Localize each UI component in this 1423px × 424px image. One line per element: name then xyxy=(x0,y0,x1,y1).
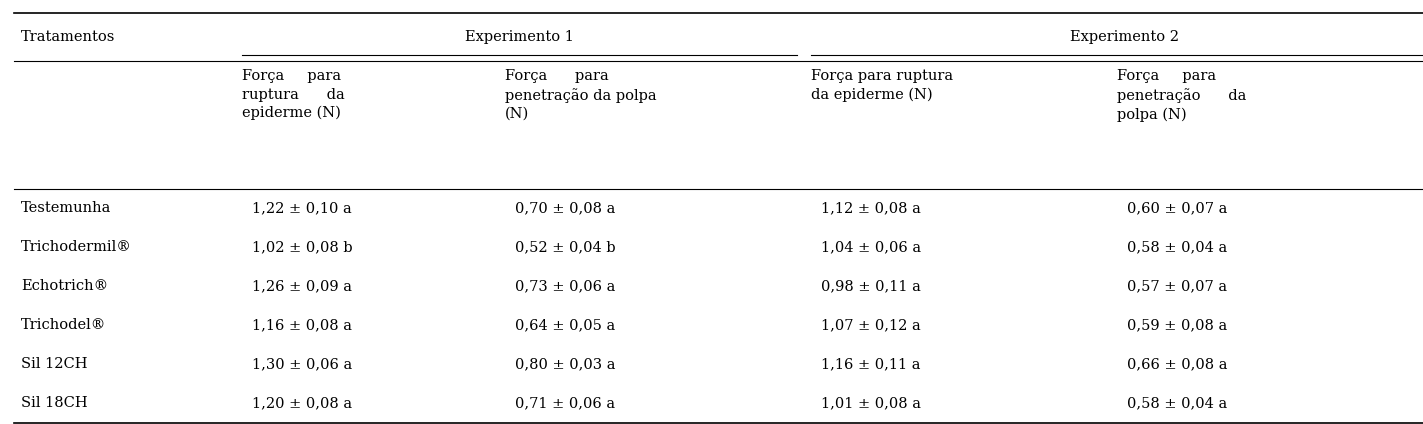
Text: Sil 12CH: Sil 12CH xyxy=(21,357,88,371)
Text: Experimento 1: Experimento 1 xyxy=(465,30,573,44)
Text: 1,04 ± 0,06 a: 1,04 ± 0,06 a xyxy=(821,240,921,254)
Text: 0,58 ± 0,04 a: 0,58 ± 0,04 a xyxy=(1127,240,1227,254)
Text: 1,30 ± 0,06 a: 1,30 ± 0,06 a xyxy=(252,357,351,371)
Text: 1,12 ± 0,08 a: 1,12 ± 0,08 a xyxy=(821,201,921,215)
Text: 0,71 ± 0,06 a: 0,71 ± 0,06 a xyxy=(515,396,615,410)
Text: Sil 18CH: Sil 18CH xyxy=(21,396,88,410)
Text: 0,66 ± 0,08 a: 0,66 ± 0,08 a xyxy=(1127,357,1228,371)
Text: Força      para
penetração da polpa
(N): Força para penetração da polpa (N) xyxy=(505,69,657,121)
Text: 0,98 ± 0,11 a: 0,98 ± 0,11 a xyxy=(821,279,921,293)
Text: 0,73 ± 0,06 a: 0,73 ± 0,06 a xyxy=(515,279,616,293)
Text: 0,58 ± 0,04 a: 0,58 ± 0,04 a xyxy=(1127,396,1227,410)
Text: 0,59 ± 0,08 a: 0,59 ± 0,08 a xyxy=(1127,318,1227,332)
Text: Força     para
ruptura      da
epiderme (N): Força para ruptura da epiderme (N) xyxy=(242,69,344,120)
Text: Experimento 2: Experimento 2 xyxy=(1070,30,1178,44)
Text: Echotrich®: Echotrich® xyxy=(21,279,108,293)
Text: 0,52 ± 0,04 b: 0,52 ± 0,04 b xyxy=(515,240,616,254)
Text: 1,16 ± 0,11 a: 1,16 ± 0,11 a xyxy=(821,357,921,371)
Text: 1,26 ± 0,09 a: 1,26 ± 0,09 a xyxy=(252,279,351,293)
Text: Trichodermil®: Trichodermil® xyxy=(21,240,132,254)
Text: 0,57 ± 0,07 a: 0,57 ± 0,07 a xyxy=(1127,279,1227,293)
Text: 1,20 ± 0,08 a: 1,20 ± 0,08 a xyxy=(252,396,351,410)
Text: Testemunha: Testemunha xyxy=(21,201,112,215)
Text: Força     para
penetração      da
polpa (N): Força para penetração da polpa (N) xyxy=(1117,69,1247,122)
Text: 1,07 ± 0,12 a: 1,07 ± 0,12 a xyxy=(821,318,921,332)
Text: 0,60 ± 0,07 a: 0,60 ± 0,07 a xyxy=(1127,201,1228,215)
Text: 1,01 ± 0,08 a: 1,01 ± 0,08 a xyxy=(821,396,921,410)
Text: Trichodel®: Trichodel® xyxy=(21,318,107,332)
Text: 0,70 ± 0,08 a: 0,70 ± 0,08 a xyxy=(515,201,616,215)
Text: Força para ruptura
da epiderme (N): Força para ruptura da epiderme (N) xyxy=(811,69,953,102)
Text: 0,80 ± 0,03 a: 0,80 ± 0,03 a xyxy=(515,357,616,371)
Text: 1,02 ± 0,08 b: 1,02 ± 0,08 b xyxy=(252,240,353,254)
Text: 1,22 ± 0,10 a: 1,22 ± 0,10 a xyxy=(252,201,351,215)
Text: 0,64 ± 0,05 a: 0,64 ± 0,05 a xyxy=(515,318,615,332)
Text: 1,16 ± 0,08 a: 1,16 ± 0,08 a xyxy=(252,318,351,332)
Text: Tratamentos: Tratamentos xyxy=(21,30,115,44)
